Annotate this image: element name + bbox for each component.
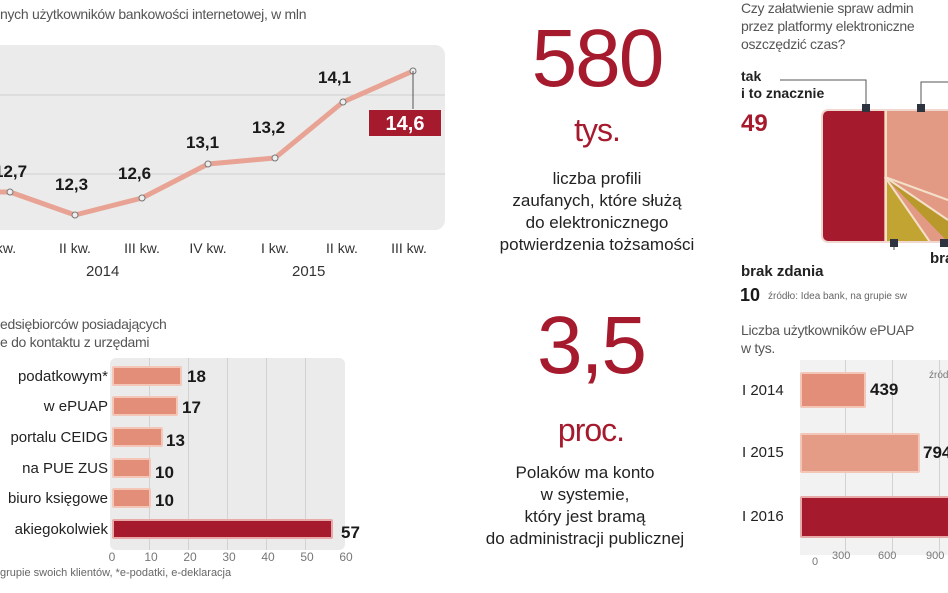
desc-line: który jest bramą (524, 507, 646, 526)
epuap-bar-2014 (800, 372, 866, 408)
value-label-q2-2015: 14,1 (318, 68, 352, 87)
epuap-bar-2015 (800, 433, 920, 473)
x-tick-label: III kw. (391, 240, 427, 256)
value-label-q3-2014: 12,6 (118, 164, 152, 183)
survey-title-line-2: przez platformy elektroniczne (741, 18, 915, 34)
stat-description-percent: Polaków ma konto w systemie, który jest … (440, 462, 730, 550)
x-tick-label: II kw. (326, 240, 358, 256)
highlight-value-badge: 14,6 (368, 109, 442, 137)
x-tick: 50 (300, 550, 314, 564)
survey-yes-value: 49 (741, 110, 768, 137)
value-label-q1-2015: 13,2 (252, 118, 286, 137)
epuap-row-value: 794 (923, 443, 948, 462)
epuap-row-value: 439 (870, 380, 899, 399)
bar-label: na PUE ZUS (22, 460, 108, 477)
survey-title-line-3: oszczędzić czas? (741, 36, 846, 52)
bar-epuap (112, 396, 178, 416)
desc-line: liczba profili (552, 169, 642, 188)
bar-value: 10 (155, 491, 174, 510)
x-tick: 10 (144, 550, 158, 564)
x-tick-label: IV kw. (189, 240, 227, 256)
line-chart-plot (0, 67, 445, 219)
bar-label: akiegokolwiek (14, 521, 108, 538)
stat-description-profiles: liczba profili zaufanych, które służą do… (452, 168, 742, 256)
epuap-row-label: I 2014 (742, 382, 784, 399)
survey-partial-label: bra (930, 250, 948, 267)
entrepreneurs-title-line-2: e do kontaktu z urzędami (0, 334, 150, 350)
line-chart-panel (0, 45, 445, 230)
bar-value: 13 (166, 431, 185, 450)
stat-number-profiles: 580 (531, 13, 665, 104)
bar-ceidg (112, 427, 163, 447)
bar-label: biuro księgowe (7, 490, 108, 507)
entrepreneurs-title-line-1: edsiębiorców posiadających (0, 316, 167, 332)
bar-value: 17 (182, 398, 201, 417)
bar-label: podatkowym* (17, 368, 108, 385)
survey-no-opinion-value: 10 (740, 285, 761, 305)
x-tick: 20 (183, 550, 197, 564)
label-line: tak (741, 68, 762, 84)
desc-line: potwierdzenia tożsamości (499, 235, 695, 254)
x-tick-label: I kw. (260, 240, 289, 256)
year-label-2015: 2015 (292, 263, 326, 280)
stat-unit-profiles: tys. (574, 112, 621, 148)
x-tick: 0 (108, 550, 116, 564)
desc-line: zaufanych, które służą (512, 191, 682, 210)
stat-unit-percent: proc. (557, 412, 625, 448)
bar-value: 10 (155, 463, 174, 482)
bar-value: 57 (341, 523, 360, 542)
x-tick-label: II kw. (59, 240, 91, 256)
survey-yes-label: tak i to znacznie (741, 68, 824, 102)
line-chart-title: nych użytkowników bankowości internetowe… (0, 6, 307, 22)
year-label-2014: 2014 (86, 263, 120, 280)
stat-number-percent: 3,5 (537, 300, 647, 391)
epuap-source-partial: źródło (929, 370, 948, 381)
survey-mosaic-chart (780, 79, 948, 250)
desc-line: w systemie, (540, 485, 630, 504)
x-tick-label: kw. (0, 240, 17, 256)
bar-pue-zus (112, 458, 151, 478)
value-label-q1-2014: 12,7 (0, 162, 28, 181)
x-tick-label: III kw. (124, 240, 160, 256)
desc-line: do elektronicznego (525, 213, 669, 232)
epuap-x-tick: 600 (878, 550, 897, 562)
bar-any (112, 519, 333, 539)
epuap-row-label: I 2015 (742, 444, 784, 461)
epuap-x-tick: 0 (812, 556, 819, 568)
label-line: i to znacznie (741, 85, 825, 101)
epuap-title-line-1: Liczba użytkowników ePUAP (741, 322, 915, 338)
epuap-x-tick: 300 (832, 550, 851, 562)
entrepreneurs-chart-panel (110, 358, 345, 550)
x-tick: 30 (222, 550, 236, 564)
bar-accounting-office (112, 488, 151, 508)
value-label-q4-2014: 13,1 (186, 133, 220, 152)
survey-no-opinion-label: brak zdania (741, 263, 824, 280)
survey-title-line-1: Czy załatwienie spraw admin (741, 0, 914, 16)
entrepreneurs-footnote: grupie swoich klientów, *e-podatki, e-de… (0, 567, 232, 579)
epuap-x-tick: 900 (926, 550, 945, 562)
bar-label: w ePUAP (43, 398, 108, 415)
bar-label: portalu CEIDG (10, 429, 108, 446)
epuap-title-line-2: w tys. (741, 340, 775, 356)
epuap-bar-2016 (800, 496, 948, 538)
epuap-row-label: I 2016 (742, 508, 784, 525)
desc-line: do administracji publicznej (485, 529, 685, 548)
value-label-q2-2014: 12,3 (55, 175, 89, 194)
survey-source: źródło: Idea bank, na grupie sw (768, 291, 907, 302)
desc-line: Polaków ma konto (515, 463, 655, 482)
bar-value: 18 (187, 367, 206, 386)
bar-tax (112, 366, 182, 386)
x-tick: 60 (339, 550, 353, 564)
x-tick: 40 (261, 550, 275, 564)
